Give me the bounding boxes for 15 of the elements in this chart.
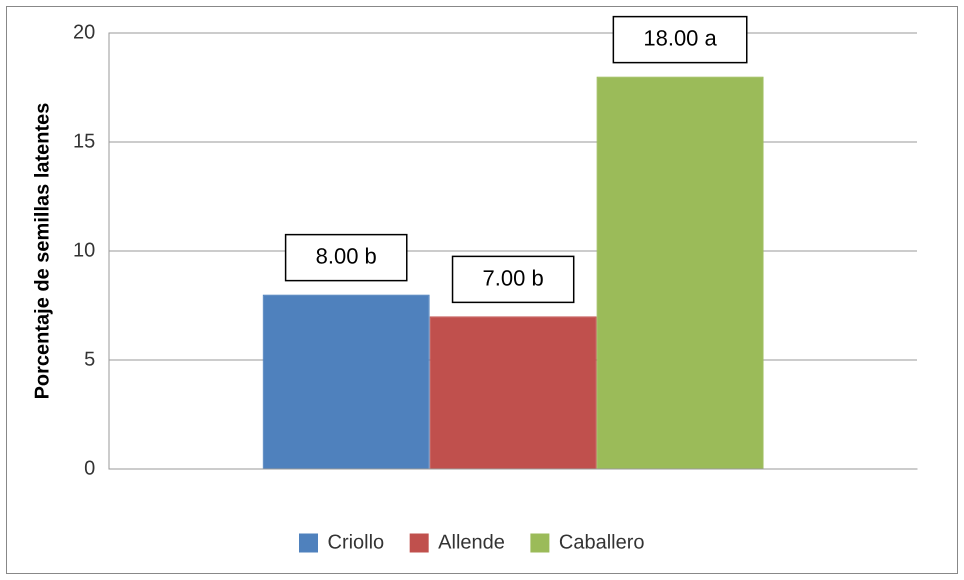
bar [596,76,764,468]
data-label: 7.00 b [482,265,544,290]
data-label: 8.00 b [316,244,377,269]
bar [262,294,430,468]
legend-label: Caballero [558,532,645,554]
y-tick-label: 20 [72,22,96,44]
bar [430,316,597,468]
data-label: 18.00 a [643,26,718,51]
y-tick-label: 0 [84,458,96,480]
legend-label: Allende [438,532,505,554]
y-axis-title: Porcentaje de semillas latentes [32,102,54,400]
y-tick-label: 5 [84,348,96,371]
legend-label: Criollo [328,532,384,554]
y-tick-label: 15 [72,130,96,153]
y-tick-label: 10 [72,240,96,262]
